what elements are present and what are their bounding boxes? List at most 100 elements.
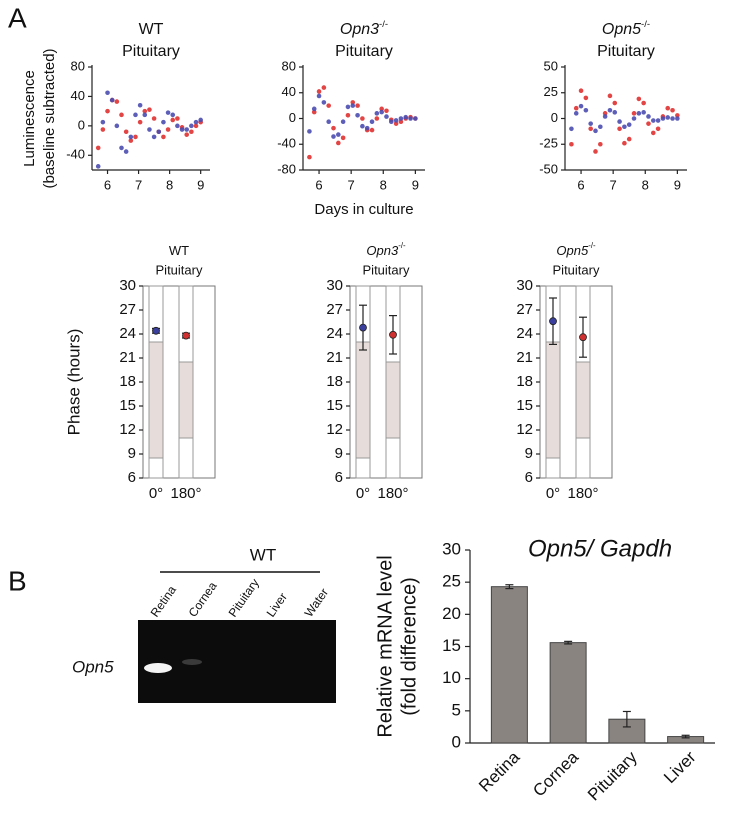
- data-point: [607, 107, 613, 113]
- data-point: [655, 118, 661, 123]
- data-point: [340, 135, 346, 141]
- genotype-superscript: -/-: [398, 241, 406, 250]
- y-tick-label: 12: [516, 421, 533, 438]
- genotype-superscript: -/-: [641, 19, 650, 30]
- data-point: [350, 100, 356, 105]
- data-point: [598, 141, 603, 147]
- gel-group: WT: [250, 545, 276, 564]
- y-tick-label: 27: [119, 301, 136, 318]
- data-point: [369, 127, 375, 133]
- panel-label: A: [8, 2, 27, 33]
- data-point: [161, 134, 166, 140]
- data-point: [345, 112, 351, 118]
- phase-point: [152, 326, 160, 335]
- data-point: [114, 123, 120, 129]
- panel-label: B: [8, 565, 27, 596]
- y-tick-label: -25: [539, 136, 558, 151]
- phase-point: [579, 333, 587, 342]
- y-tick-label: 21: [516, 349, 533, 366]
- y-tick-label: 25: [544, 84, 558, 99]
- data-point: [184, 132, 190, 137]
- y-tick-label: 6: [128, 469, 136, 486]
- y-tick-label: 30: [326, 277, 343, 294]
- data-point: [641, 100, 646, 106]
- data-point: [336, 132, 341, 137]
- y-tick-label: 10: [442, 668, 461, 687]
- data-point: [631, 116, 637, 121]
- phase-point: [549, 317, 557, 326]
- y-tick-label: 12: [119, 421, 136, 438]
- data-point: [321, 100, 327, 105]
- genotype-superscript: -/-: [588, 241, 596, 250]
- gel-band: [182, 659, 202, 665]
- data-point: [360, 123, 365, 129]
- data-point: [675, 116, 680, 121]
- y-tick-label: 40: [282, 84, 296, 99]
- data-point: [100, 119, 106, 125]
- data-point: [622, 124, 627, 130]
- y-tick-label: 15: [119, 397, 136, 414]
- x-tick-label: 0°: [356, 485, 370, 502]
- y-tick-label: 6: [525, 469, 533, 486]
- phase-point: [182, 331, 190, 340]
- data-point: [398, 116, 404, 121]
- data-point: [142, 108, 148, 114]
- y-tick-label: 24: [119, 325, 136, 342]
- data-point: [307, 129, 312, 134]
- data-point: [393, 121, 399, 126]
- data-point: [175, 123, 180, 129]
- phase-range: [148, 341, 164, 459]
- y-axis-label: Relative mRNA level: [374, 555, 396, 737]
- data-point: [198, 117, 203, 123]
- y-tick-label: 18: [119, 373, 136, 390]
- data-point: [109, 97, 115, 103]
- y-tick-label: 25: [442, 572, 461, 591]
- genotype: WT: [139, 21, 164, 38]
- chart-genotype: Opn3-/-: [340, 19, 388, 39]
- y-tick-label: 18: [326, 373, 343, 390]
- genotype: Opn5: [556, 243, 589, 258]
- data-point: [379, 106, 384, 112]
- y-tick-label: 0: [452, 732, 461, 751]
- data-point: [569, 126, 574, 132]
- x-tick-label: 180°: [567, 485, 598, 502]
- x-tick-label: 8: [166, 177, 173, 192]
- data-point: [617, 119, 622, 124]
- y-tick-label: 27: [516, 301, 533, 318]
- data-point: [189, 123, 194, 129]
- data-point: [602, 114, 608, 119]
- data-point: [665, 115, 671, 120]
- data-point: [345, 104, 351, 110]
- y-tick-label: 15: [326, 397, 343, 414]
- data-point: [622, 140, 627, 146]
- genotype: WT: [169, 243, 189, 258]
- data-point: [583, 107, 589, 113]
- chart-title: Pituitary: [363, 262, 410, 277]
- data-point: [142, 112, 148, 118]
- data-point: [355, 112, 360, 118]
- y-tick-label: 30: [516, 277, 533, 294]
- data-point: [612, 110, 618, 115]
- data-point: [175, 116, 180, 121]
- y-tick-label: 24: [516, 325, 533, 342]
- data-point: [123, 149, 129, 154]
- y-tick-label: 30: [442, 539, 461, 558]
- data-point: [369, 119, 375, 125]
- chart-title: Pituitary: [597, 43, 655, 60]
- y-axis-label: (baseline subtracted): [41, 48, 58, 188]
- phase-point: [359, 323, 367, 332]
- data-point: [311, 106, 317, 112]
- data-point: [655, 126, 661, 132]
- data-point: [311, 109, 317, 115]
- data-point: [179, 127, 185, 132]
- y-tick-label: 6: [335, 469, 343, 486]
- data-point: [626, 136, 632, 142]
- data-point: [189, 129, 194, 135]
- data-point: [95, 164, 101, 169]
- data-point: [147, 107, 152, 112]
- data-point: [413, 116, 418, 121]
- x-tick-label: 180°: [377, 485, 408, 502]
- data-point: [598, 124, 603, 130]
- x-tick-label: 0°: [149, 485, 163, 502]
- data-point: [588, 126, 593, 132]
